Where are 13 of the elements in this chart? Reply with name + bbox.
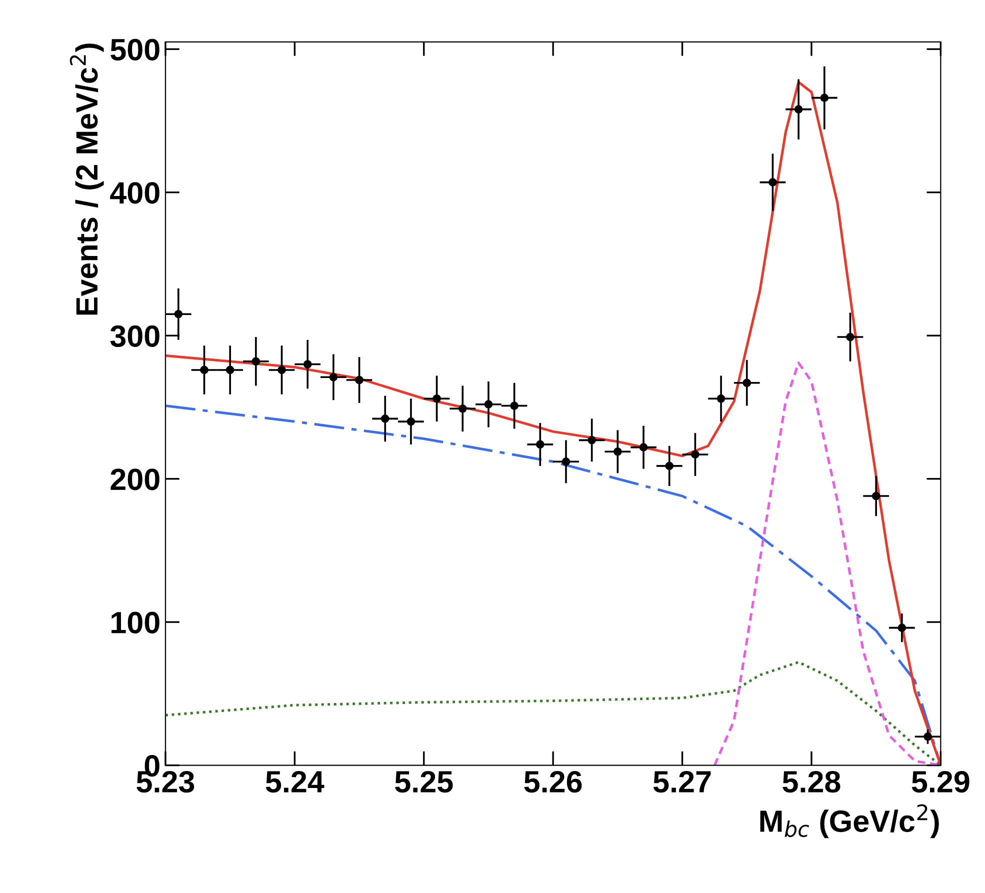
x-axis-title: M$_{bc}$ (GeV/c$^{2}$) bbox=[760, 804, 939, 838]
y-axis-title: Events / (2 MeV/c$^{2}$) bbox=[70, 44, 104, 315]
y-tick-label: 400 bbox=[110, 182, 160, 204]
x-tick-label: 5.25 bbox=[395, 770, 453, 793]
x-tick-label: 5.27 bbox=[653, 770, 711, 793]
x-tick-label: 5.26 bbox=[524, 770, 582, 793]
y-tick-label: 100 bbox=[112, 612, 160, 634]
x-tick-label: 5.28 bbox=[782, 770, 840, 793]
y-tick-label: 200 bbox=[110, 468, 160, 490]
x-tick-label: 5.24 bbox=[266, 770, 324, 793]
y-tick-label: 500 bbox=[110, 38, 160, 61]
x-tick-label: 5.29 bbox=[912, 770, 970, 793]
y-tick-label: 300 bbox=[110, 325, 160, 348]
